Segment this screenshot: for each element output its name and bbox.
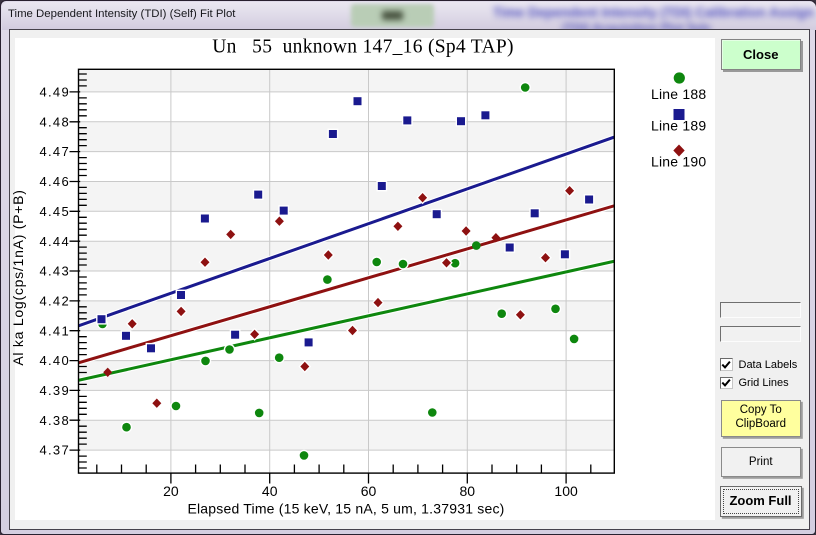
svg-text:Elapsed Time (15 keV, 15 nA, 5: Elapsed Time (15 keV, 15 nA, 5 um, 1.379… <box>187 501 504 517</box>
svg-text:60: 60 <box>361 483 377 499</box>
svg-text:40: 40 <box>262 483 278 499</box>
svg-text:4.49: 4.49 <box>39 85 70 100</box>
svg-text:4.48: 4.48 <box>39 114 70 129</box>
svg-text:4.38: 4.38 <box>39 413 70 428</box>
svg-text:4.46: 4.46 <box>39 174 70 189</box>
svg-text:4.42: 4.42 <box>39 294 70 309</box>
svg-text:4.39: 4.39 <box>39 383 70 398</box>
svg-text:20: 20 <box>163 483 179 499</box>
svg-text:4.41: 4.41 <box>39 323 70 338</box>
svg-text:4.43: 4.43 <box>39 264 70 279</box>
svg-text:4.47: 4.47 <box>39 144 70 159</box>
svg-text:Line 188: Line 188 <box>651 86 706 102</box>
svg-text:100: 100 <box>554 483 578 499</box>
svg-text:4.37: 4.37 <box>39 443 70 458</box>
svg-text:4.40: 4.40 <box>39 353 70 368</box>
svg-text:80: 80 <box>460 483 476 499</box>
svg-text:4.44: 4.44 <box>39 234 70 249</box>
svg-text:Al ka Log(cps/1nA) (P+B): Al ka Log(cps/1nA) (P+B) <box>10 189 26 365</box>
svg-text:Line 190: Line 190 <box>651 154 706 170</box>
svg-text:Un 55 unknown 147_16 (Sp4 T: Un 55 unknown 147_16 (Sp4 TAP) <box>212 37 514 58</box>
svg-text:4.45: 4.45 <box>39 204 70 219</box>
svg-text:Line 189: Line 189 <box>651 118 706 134</box>
